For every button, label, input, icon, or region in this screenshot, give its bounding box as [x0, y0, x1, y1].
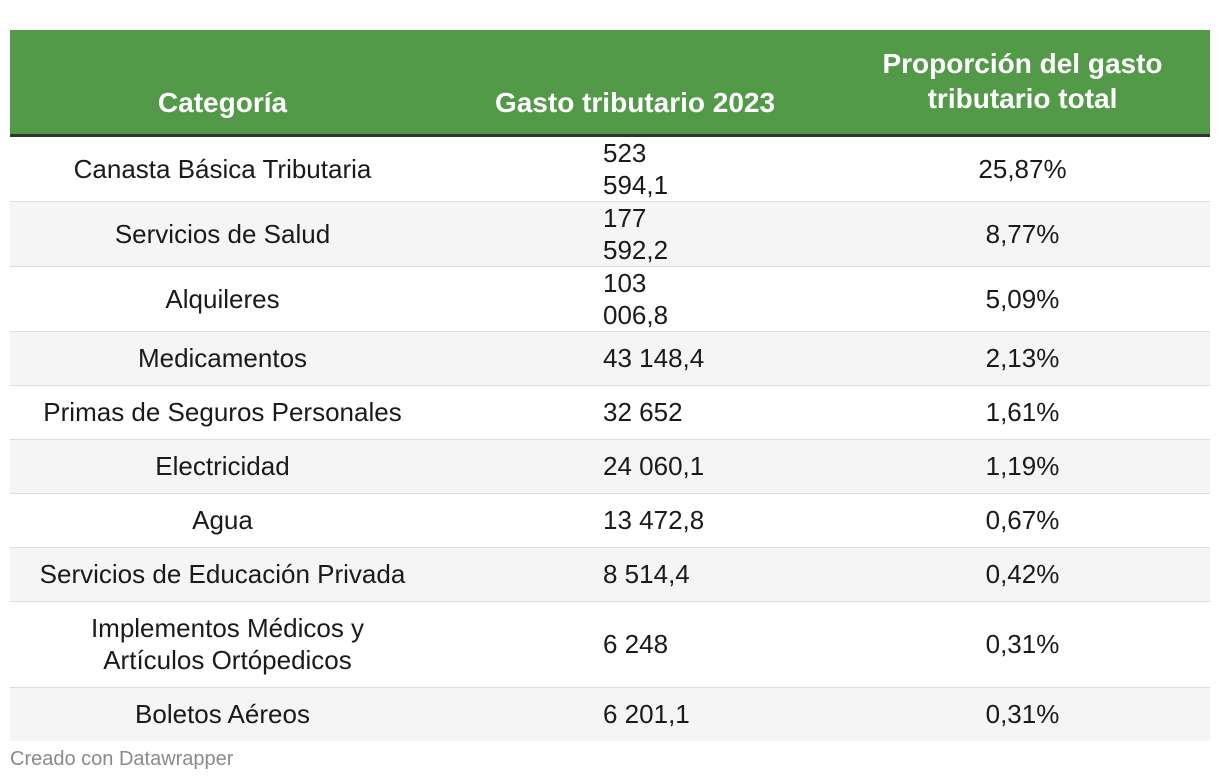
cell-share: 0,67%	[835, 493, 1210, 548]
cell-value-container: 43 148,4	[435, 331, 835, 386]
cell-value: 24 060,1	[603, 451, 705, 481]
cell-share: 5,09%	[835, 266, 1210, 332]
header-row: Categoría Gasto tributario 2023 Proporci…	[10, 30, 1210, 137]
cell-category: Agua	[10, 493, 435, 548]
table-body: Canasta Básica Tributaria 523 594,1 25,87%…	[10, 135, 1210, 741]
cell-value: 103 006,8	[603, 267, 669, 330]
cell-share: 0,31%	[835, 601, 1210, 688]
data-table-wrapper: Categoría Gasto tributario 2023 Proporci…	[10, 30, 1210, 741]
cell-share: 25,87%	[835, 135, 1210, 202]
cell-value: 6 201,1	[603, 699, 690, 730]
cell-share: 0,31%	[835, 687, 1210, 741]
cell-value-container: 13 472,8	[435, 493, 835, 548]
table-row: Servicios de Educación Privada 8 514,4 0,4…	[10, 547, 1210, 602]
cell-share: 1,19%	[835, 439, 1210, 494]
table-row: Electricidad 24 060,1 1,19%	[10, 439, 1210, 494]
cell-category: Servicios de Salud	[10, 201, 435, 267]
cell-category: Medicamentos	[10, 331, 435, 386]
table-row: Alquileres 103 006,8 5,09%	[10, 266, 1210, 332]
cell-category: Alquileres	[10, 266, 435, 332]
cell-value-container: 6 201,1	[435, 687, 835, 741]
cell-value-container: 8 514,4	[435, 547, 835, 602]
data-table: Categoría Gasto tributario 2023 Proporci…	[10, 30, 1210, 741]
cell-value-container: 103 006,8	[435, 266, 835, 332]
table-header: Categoría Gasto tributario 2023 Proporci…	[10, 30, 1210, 137]
column-header-share[interactable]: Proporción del gasto tributario total	[835, 30, 1210, 137]
cell-category: Boletos Aéreos	[10, 687, 435, 741]
cell-value: 13 472,8	[603, 505, 705, 535]
table-row: Canasta Básica Tributaria 523 594,1 25,87%	[10, 135, 1210, 202]
cell-value-container: 177 592,2	[435, 201, 835, 267]
cell-share: 2,13%	[835, 331, 1210, 386]
cell-value: 177 592,2	[603, 202, 669, 265]
cell-value-container: 32 652	[435, 385, 835, 440]
cell-value: 523 594,1	[603, 137, 669, 200]
table-row: Servicios de Salud 177 592,2 8,77%	[10, 201, 1210, 267]
cell-category: Servicios de Educación Privada	[10, 547, 435, 602]
column-header-value[interactable]: Gasto tributario 2023	[435, 30, 835, 137]
cell-category: Implementos Médicos y Artículos Ortópedi…	[10, 601, 435, 688]
cell-share: 8,77%	[835, 201, 1210, 267]
table-row: Agua 13 472,8 0,67%	[10, 493, 1210, 548]
cell-value-container: 523 594,1	[435, 135, 835, 202]
cell-category: Primas de Seguros Personales	[10, 385, 435, 440]
table-row: Primas de Seguros Personales 32 652 1,61%	[10, 385, 1210, 440]
table-row: Medicamentos 43 148,4 2,13%	[10, 331, 1210, 386]
column-header-category[interactable]: Categoría	[10, 30, 435, 137]
cell-value: 43 148,4	[603, 343, 705, 373]
cell-value: 32 652	[603, 397, 683, 427]
table-row: Boletos Aéreos 6 201,1 0,31%	[10, 687, 1210, 741]
cell-value: 6 248	[603, 629, 669, 659]
cell-value-container: 24 060,1	[435, 439, 835, 494]
table-row: Implementos Médicos y Artículos Ortópedi…	[10, 601, 1210, 688]
cell-share: 1,61%	[835, 385, 1210, 440]
cell-category: Electricidad	[10, 439, 435, 494]
attribution-footer[interactable]: Creado con Datawrapper	[10, 748, 234, 770]
cell-value-container: 6 248	[435, 601, 835, 688]
cell-value: 8 514,4	[603, 559, 690, 589]
cell-category: Canasta Básica Tributaria	[10, 135, 435, 202]
cell-share: 0,42%	[835, 547, 1210, 602]
